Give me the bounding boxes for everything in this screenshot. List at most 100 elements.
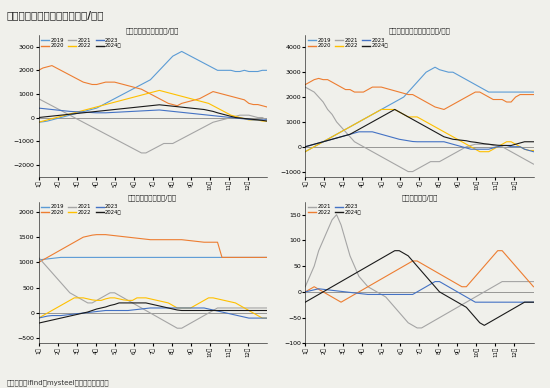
2024年 <box>263 308 270 313</box>
Line: 2024年: 2024年 <box>305 109 534 147</box>
Title: 自繁自养生猪养殖利润（元/吨）: 自繁自养生猪养殖利润（元/吨） <box>388 27 450 34</box>
2022 <box>387 107 394 112</box>
2024年 <box>320 139 327 144</box>
2022 <box>530 284 537 289</box>
2020 <box>178 101 185 106</box>
2023 <box>302 144 309 149</box>
2021 <box>333 212 340 217</box>
2021 <box>35 255 42 260</box>
2021 <box>53 275 60 280</box>
2023 <box>250 316 257 320</box>
2019 <box>178 255 185 260</box>
2023 <box>250 118 257 122</box>
2023 <box>382 292 389 297</box>
2023 <box>445 284 452 289</box>
Line: 2022: 2022 <box>39 90 267 122</box>
2024年 <box>414 264 420 268</box>
2021 <box>320 100 327 104</box>
2022 <box>188 306 194 310</box>
2023 <box>35 316 42 320</box>
Line: 2023: 2023 <box>305 282 534 302</box>
2024年 <box>320 289 327 294</box>
Legend: 2021, 2022, 2023, 2024年: 2021, 2022, 2023, 2024年 <box>306 202 364 217</box>
2023 <box>472 300 478 305</box>
2023 <box>432 279 438 284</box>
2022 <box>320 289 327 294</box>
2019 <box>188 255 194 260</box>
2021 <box>263 306 270 310</box>
2023 <box>423 284 430 289</box>
2021 <box>320 238 327 243</box>
2023 <box>53 107 60 112</box>
2023 <box>147 306 153 310</box>
Line: 2021: 2021 <box>305 87 534 171</box>
2022 <box>414 259 420 263</box>
2022 <box>427 267 434 271</box>
2020 <box>387 87 394 92</box>
2019 <box>120 255 127 260</box>
2024年 <box>156 102 163 107</box>
2024年 <box>116 301 122 305</box>
2021 <box>302 284 309 289</box>
2020 <box>263 255 270 260</box>
2019 <box>517 90 524 94</box>
Line: 2022: 2022 <box>305 251 534 302</box>
2024年 <box>53 113 60 118</box>
2022 <box>120 298 127 302</box>
2019 <box>263 255 270 260</box>
Line: 2020: 2020 <box>39 66 267 107</box>
2023 <box>445 141 452 146</box>
2019 <box>445 70 452 74</box>
2019 <box>174 52 180 56</box>
Title: 外购仔猪养殖利润（元/吨）: 外购仔猪养殖利润（元/吨） <box>126 27 179 34</box>
2019 <box>116 94 122 99</box>
2020 <box>263 105 270 109</box>
2020 <box>147 92 153 96</box>
2022 <box>250 311 257 315</box>
2024年 <box>382 112 389 117</box>
2023 <box>320 287 327 292</box>
2022 <box>156 88 163 93</box>
Line: 2023: 2023 <box>305 132 534 152</box>
2019 <box>263 68 270 73</box>
2023 <box>174 109 180 114</box>
2022 <box>338 300 344 305</box>
Line: 2024年: 2024年 <box>39 303 267 323</box>
2022 <box>378 107 384 112</box>
2022 <box>178 306 185 310</box>
2019 <box>454 72 461 77</box>
2023 <box>409 292 416 297</box>
2020 <box>35 260 42 265</box>
2021 <box>517 154 524 159</box>
Line: 2024年: 2024年 <box>305 251 534 326</box>
2021 <box>178 137 185 141</box>
2019 <box>382 105 389 109</box>
2021 <box>302 85 309 89</box>
2022 <box>263 119 270 123</box>
2024年 <box>263 119 270 123</box>
Line: 2021: 2021 <box>39 99 267 153</box>
2021 <box>116 293 122 298</box>
2022 <box>445 132 452 137</box>
2019 <box>432 65 438 69</box>
2022 <box>302 289 309 294</box>
2024年 <box>445 295 452 300</box>
2021 <box>147 148 153 153</box>
2021 <box>530 279 537 284</box>
Line: 2019: 2019 <box>305 67 534 152</box>
2021 <box>35 96 42 101</box>
Line: 2019: 2019 <box>39 257 267 260</box>
2021 <box>250 114 257 119</box>
2020 <box>459 97 465 102</box>
2021 <box>387 300 394 305</box>
2020 <box>120 82 127 87</box>
Line: 2019: 2019 <box>39 52 267 122</box>
2022 <box>320 139 327 144</box>
2022 <box>517 144 524 149</box>
2021 <box>188 132 194 137</box>
2019 <box>53 116 60 121</box>
2020 <box>302 82 309 87</box>
2020 <box>35 68 42 73</box>
2023 <box>188 306 194 310</box>
2023 <box>517 144 524 149</box>
